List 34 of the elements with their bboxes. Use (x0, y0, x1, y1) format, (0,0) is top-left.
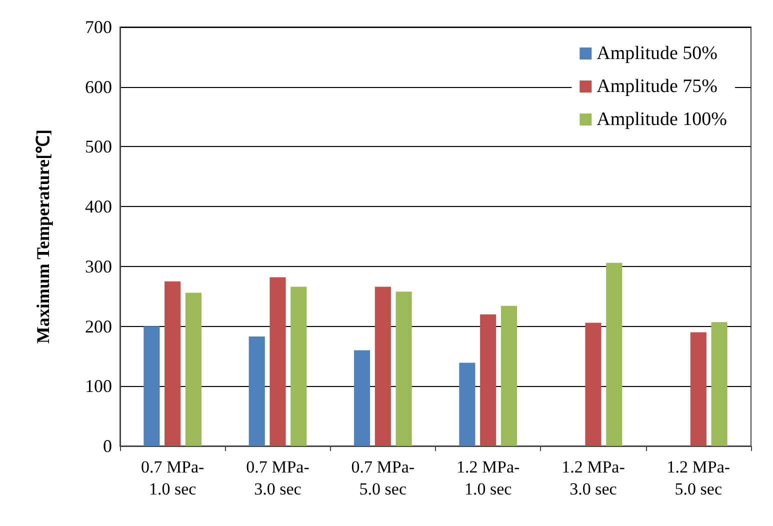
y-axis-title: Maximum Temperature[℃] (33, 129, 53, 344)
bar (144, 326, 160, 446)
x-tick-label: 0.7 MPa- 1.0 sec (140, 458, 205, 498)
bar (690, 332, 706, 446)
bar (500, 306, 518, 446)
x-tick-label: 1.2 MPa- 3.0 sec (562, 458, 626, 498)
bar (290, 286, 307, 446)
bar (185, 292, 202, 446)
y-tick-label: 400 (85, 196, 112, 217)
y-tick-label: 200 (85, 316, 112, 336)
x-tick-label: 1.2 MPa- 1.0 sec (456, 458, 520, 498)
y-tick-label: 600 (85, 76, 112, 97)
y-tick-label: 500 (85, 136, 112, 157)
bar (396, 292, 412, 446)
y-tick-label: 0 (103, 436, 112, 456)
y-tick-label: 300 (85, 256, 112, 276)
legend-label: Amplitude 50% (596, 43, 718, 64)
bar (606, 262, 622, 446)
legend-label: Amplitude 75% (596, 76, 718, 97)
y-tick-label: 100 (85, 376, 112, 396)
y-tick-label: 700 (85, 17, 112, 37)
x-tick-label: 0.7 MPa- 3.0 sec (246, 458, 310, 498)
bar (164, 281, 181, 446)
bar (459, 362, 476, 446)
bar (585, 322, 602, 446)
bar (354, 350, 370, 446)
bar (480, 314, 496, 446)
bar (711, 322, 728, 446)
x-tick-label: 0.7 MPa- 5.0 sec (351, 458, 415, 498)
legend-label: Amplitude 100% (596, 109, 728, 130)
bar (270, 277, 286, 446)
bar (248, 336, 265, 446)
x-tick-label: 1.2 MPa- 5.0 sec (666, 458, 730, 498)
bar (374, 286, 391, 446)
